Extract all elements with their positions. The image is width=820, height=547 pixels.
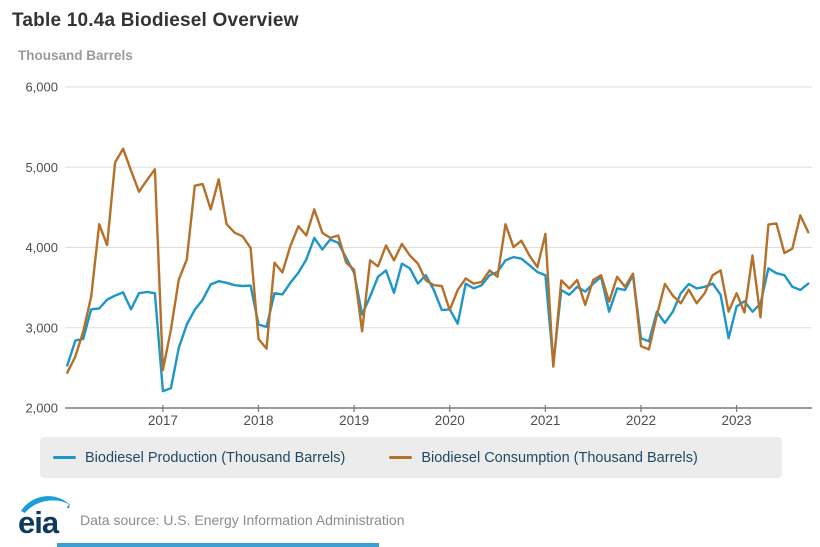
x-tick-label: 2017 (148, 413, 178, 428)
consumption-line-series (66, 147, 810, 374)
x-tick-label: 2020 (435, 413, 465, 428)
legend-label-production: Biodiesel Production (Thousand Barrels) (85, 449, 346, 466)
legend-item-consumption[interactable]: Biodiesel Consumption (Thousand Barrels) (389, 449, 698, 466)
x-tick-label: 2022 (626, 413, 656, 428)
eia-logo-text: eia (18, 505, 60, 538)
y-tick-label: 4,000 (25, 240, 58, 255)
y-axis-units-label: Thousand Barrels (18, 48, 133, 63)
x-tick-label: 2018 (243, 413, 273, 428)
consumption-line-swatch-icon (389, 455, 413, 460)
legend-label-consumption: Biodiesel Consumption (Thousand Barrels) (421, 449, 698, 466)
bottom-blue-strip (57, 543, 379, 547)
x-tick-label: 2023 (722, 413, 752, 428)
legend-item-production[interactable]: Biodiesel Production (Thousand Barrels) (53, 450, 345, 466)
eia-logo: eia (18, 496, 70, 538)
y-tick-label: 2,000 (25, 401, 58, 416)
y-tick-label: 5,000 (25, 160, 58, 175)
production-line-series (66, 236, 810, 393)
chart-legend: Biodiesel Production (Thousand Barrels) … (40, 437, 782, 478)
x-tick-label: 2021 (530, 413, 560, 428)
production-line-swatch-icon (53, 455, 76, 460)
x-tick-label: 2019 (339, 413, 369, 428)
data-source-text: Data source: U.S. Energy Information Adm… (80, 512, 405, 528)
y-tick-label: 6,000 (25, 80, 58, 95)
y-tick-label: 3,000 (25, 320, 58, 335)
page-title: Table 10.4a Biodiesel Overview (12, 10, 299, 31)
